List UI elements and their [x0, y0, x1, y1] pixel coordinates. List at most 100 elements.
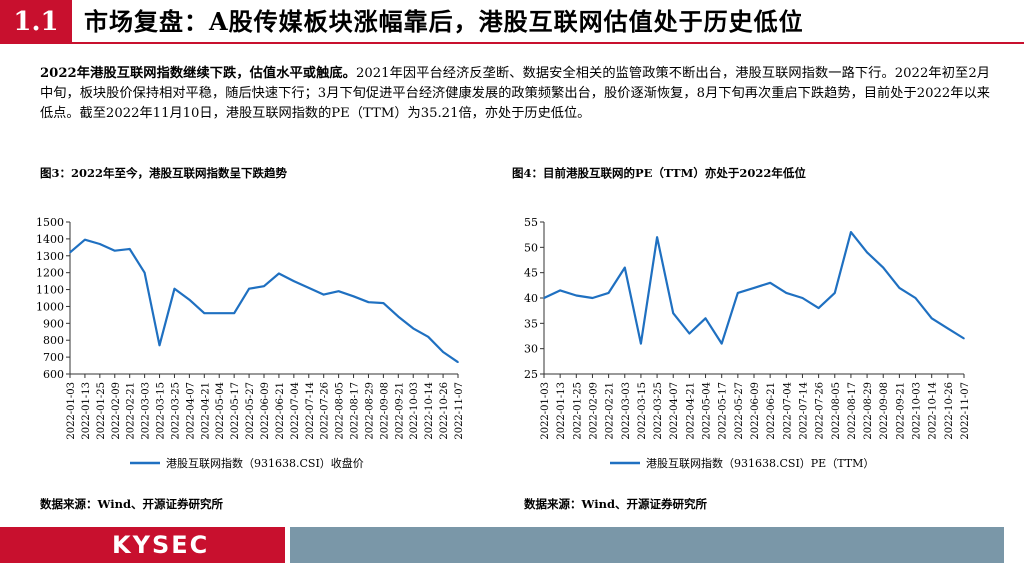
x-tick-label: 2022-03-03 [141, 382, 152, 440]
x-tick-label: 2022-11-07 [960, 382, 970, 440]
data-point [656, 236, 658, 238]
data-point [769, 282, 771, 284]
x-tick-label: 2022-04-07 [185, 382, 196, 440]
data-point [543, 297, 545, 299]
data-point [412, 327, 415, 330]
x-tick-label: 2022-10-03 [409, 382, 420, 440]
x-tick-label: 2022-01-13 [81, 382, 92, 440]
x-tick-label: 2022-10-03 [912, 382, 923, 440]
data-point [623, 266, 626, 269]
data-point [559, 289, 561, 292]
data-point [882, 266, 885, 269]
data-point [575, 294, 578, 297]
title-underline [72, 42, 1024, 44]
x-tick-label: 2022-01-03 [540, 382, 551, 440]
x-tick-label: 2022-08-05 [831, 382, 842, 440]
data-point [367, 301, 370, 304]
x-tick-label: 2022-11-07 [454, 382, 465, 440]
figure4-title: 图4：目前港股互联网的PE（TTM）亦处于2022年低位 [512, 166, 806, 180]
x-tick-label: 2022-10-14 [928, 382, 939, 440]
x-tick-label: 2022-02-21 [605, 382, 616, 440]
x-tick-label: 2022-05-17 [230, 382, 241, 440]
x-tick-label: 2022-05-04 [215, 382, 226, 440]
y-tick-label: 50 [524, 241, 538, 254]
data-point [158, 344, 161, 347]
x-tick-label: 2022-09-21 [394, 382, 405, 440]
kysec-logo: KYSEC [0, 527, 285, 563]
data-point [947, 327, 949, 330]
chart-index-close: 600 700 800 900 1000 1100 1200 1300 1400 1500 2022… [36, 216, 465, 470]
data-point [672, 312, 675, 314]
x-tick-label: 2022-02-09 [111, 382, 122, 440]
data-point [337, 290, 340, 293]
x-tick-label: 2022-07-26 [815, 382, 826, 440]
section-number: 1.1 [0, 0, 72, 44]
legend-label: 港股互联网指数（931638.CSI）收盘价 [166, 456, 364, 470]
figure4-source: 数据来源：Wind、开源证券研究所 [524, 497, 707, 511]
data-point [704, 317, 707, 320]
data-point [817, 307, 820, 309]
x-tick-label: 2022-01-25 [96, 382, 107, 440]
x-tick-label: 2022-02-09 [588, 382, 599, 440]
x-tick-label: 2022-10-26 [944, 382, 955, 440]
paragraph-lead: 2022年港股互联网指数继续下跌，估值水平或触底。 [40, 66, 356, 81]
data-point [128, 248, 131, 250]
x-tick-label: 2022-05-17 [718, 382, 729, 440]
data-point [233, 312, 235, 314]
x-tick-label: 2022-03-25 [653, 382, 664, 440]
y-tick-label: 800 [43, 334, 64, 347]
data-point [352, 295, 355, 298]
data-point [688, 332, 691, 335]
x-tick-label: 2022-10-14 [424, 382, 435, 440]
footer-bar [290, 527, 1004, 563]
data-point [263, 285, 265, 287]
x-tick-label: 2022-07-04 [782, 382, 793, 440]
data-point [720, 342, 723, 345]
data-point [457, 361, 459, 363]
x-tick-label: 2022-07-14 [305, 382, 316, 440]
data-point [914, 297, 917, 299]
x-tick-label: 2022-03-15 [156, 382, 167, 440]
y-tick-label: 1500 [36, 216, 64, 229]
y-tick-label: 900 [43, 317, 64, 330]
y-tick-label: 45 [524, 267, 538, 280]
y-tick-label: 1400 [36, 233, 64, 246]
y-tick-label: 1200 [36, 267, 64, 280]
title-bar: 1.1 市场复盘：A股传媒板块涨幅靠后，港股互联网估值处于历史低位 [0, 0, 1024, 44]
x-tick-label: 2022-05-27 [245, 382, 256, 440]
x-tick-label: 2022-01-25 [572, 382, 583, 440]
figure3-source: 数据来源：Wind、开源证券研究所 [40, 497, 223, 511]
data-point [785, 292, 788, 294]
y-tick-label: 55 [524, 216, 538, 229]
data-point [866, 251, 868, 254]
x-tick-label: 2022-01-03 [66, 382, 77, 440]
data-point [607, 292, 610, 294]
data-point [427, 336, 429, 338]
paragraph-body: 2021年因平台经济反垄断、数据安全相关的监管政策不断出台，港股互联网指数一路下… [40, 66, 990, 121]
x-tick-label: 2022-09-08 [379, 382, 390, 440]
y-tick-label: 40 [524, 292, 538, 305]
data-point [203, 312, 206, 314]
data-point [293, 280, 295, 282]
x-tick-label: 2022-03-25 [170, 382, 181, 440]
x-tick-label: 2022-06-09 [750, 382, 761, 440]
data-point [850, 231, 852, 233]
x-tick-label: 2022-04-21 [200, 382, 211, 440]
data-point [143, 271, 146, 274]
data-point [397, 315, 400, 318]
data-point [322, 293, 325, 296]
data-point [442, 351, 444, 353]
data-point [737, 292, 739, 294]
data-point [833, 292, 836, 294]
x-tick-label: 2022-08-29 [364, 382, 375, 440]
x-tick-label: 2022-07-14 [798, 382, 809, 440]
y-tick-label: 600 [43, 368, 64, 381]
data-point [99, 243, 101, 245]
x-tick-label: 2022-08-17 [847, 382, 858, 440]
x-tick-label: 2022-05-04 [702, 382, 713, 440]
data-point [898, 287, 901, 289]
x-tick-label: 2022-09-08 [879, 382, 890, 440]
data-point [382, 302, 385, 304]
figure3-title: 图3：2022年至今，港股互联网指数呈下跌趋势 [40, 166, 288, 180]
data-point [84, 238, 86, 241]
